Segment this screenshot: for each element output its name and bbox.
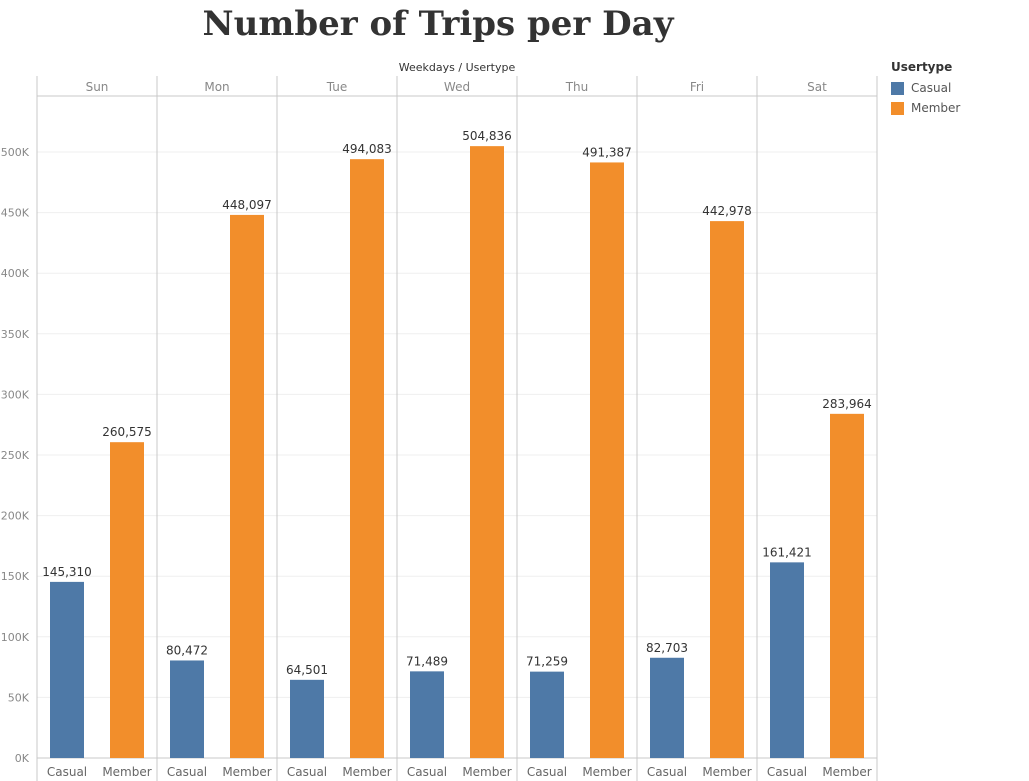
- bar: [170, 660, 204, 758]
- y-tick-label: 450K: [1, 207, 30, 220]
- legend: Usertype Casual Member: [891, 60, 960, 118]
- data-label: 448,097: [222, 198, 272, 212]
- legend-swatch-member: [891, 101, 904, 115]
- day-header: Tue: [326, 80, 348, 94]
- data-label: 80,472: [166, 643, 208, 657]
- bar: [230, 214, 264, 758]
- legend-swatch-casual: [891, 81, 904, 95]
- day-header: Sat: [807, 80, 827, 94]
- data-label: 442,978: [702, 204, 752, 218]
- y-tick-label: 100K: [1, 631, 30, 644]
- legend-title: Usertype: [891, 60, 953, 74]
- bar: [530, 671, 564, 758]
- bar: [710, 221, 744, 758]
- x-tick-label: Member: [222, 765, 271, 779]
- x-tick-label: Member: [102, 765, 151, 779]
- data-label: 82,703: [646, 641, 688, 655]
- y-tick-label: 150K: [1, 570, 30, 583]
- x-tick-label: Member: [342, 765, 391, 779]
- data-label: 283,964: [822, 397, 872, 411]
- data-label: 504,836: [462, 129, 512, 143]
- x-tick-label: Casual: [47, 765, 87, 779]
- data-label: 494,083: [342, 142, 392, 156]
- bar: [770, 562, 804, 758]
- y-tick-label: 250K: [1, 449, 30, 462]
- bar: [110, 442, 144, 758]
- x-tick-label: Casual: [407, 765, 447, 779]
- data-label: 145,310: [42, 565, 92, 579]
- y-tick-label: 300K: [1, 388, 30, 401]
- x-tick-label: Casual: [527, 765, 567, 779]
- day-header: Fri: [690, 80, 704, 94]
- x-tick-label: Casual: [647, 765, 687, 779]
- y-tick-label: 400K: [1, 267, 30, 280]
- x-tick-label: Casual: [767, 765, 807, 779]
- day-header: Wed: [444, 80, 470, 94]
- data-label: 64,501: [286, 663, 328, 677]
- bar: [350, 159, 384, 759]
- day-header: Thu: [565, 80, 589, 94]
- bar: [290, 679, 324, 758]
- column-header: Weekdays / Usertype: [399, 61, 516, 74]
- y-tick-label: 500K: [1, 146, 30, 159]
- bar: [590, 162, 624, 758]
- chart-title: Number of Trips per Day: [202, 4, 674, 44]
- data-label: 71,259: [526, 655, 568, 669]
- day-header: Sun: [86, 80, 109, 94]
- x-tick-label: Member: [702, 765, 751, 779]
- y-tick-label: 50K: [8, 691, 30, 704]
- bar: [650, 657, 684, 758]
- bar: [50, 581, 84, 758]
- day-header: Mon: [204, 80, 229, 94]
- bar: [410, 671, 444, 758]
- bar: [830, 413, 864, 758]
- data-label: 260,575: [102, 425, 152, 439]
- data-label: 491,387: [582, 145, 632, 159]
- x-tick-label: Member: [582, 765, 631, 779]
- legend-label-casual: Casual: [911, 81, 952, 95]
- bar: [470, 146, 504, 758]
- data-label: 71,489: [406, 654, 448, 668]
- y-tick-label: 0K: [15, 752, 30, 765]
- x-tick-label: Member: [822, 765, 871, 779]
- x-tick-label: Casual: [287, 765, 327, 779]
- y-tick-label: 350K: [1, 328, 30, 341]
- legend-item-member[interactable]: Member: [891, 98, 960, 118]
- x-tick-label: Casual: [167, 765, 207, 779]
- data-label: 161,421: [762, 545, 812, 559]
- y-tick-label: 200K: [1, 510, 30, 523]
- legend-item-casual[interactable]: Casual: [891, 78, 960, 98]
- x-tick-label: Member: [462, 765, 511, 779]
- legend-label-member: Member: [911, 101, 961, 115]
